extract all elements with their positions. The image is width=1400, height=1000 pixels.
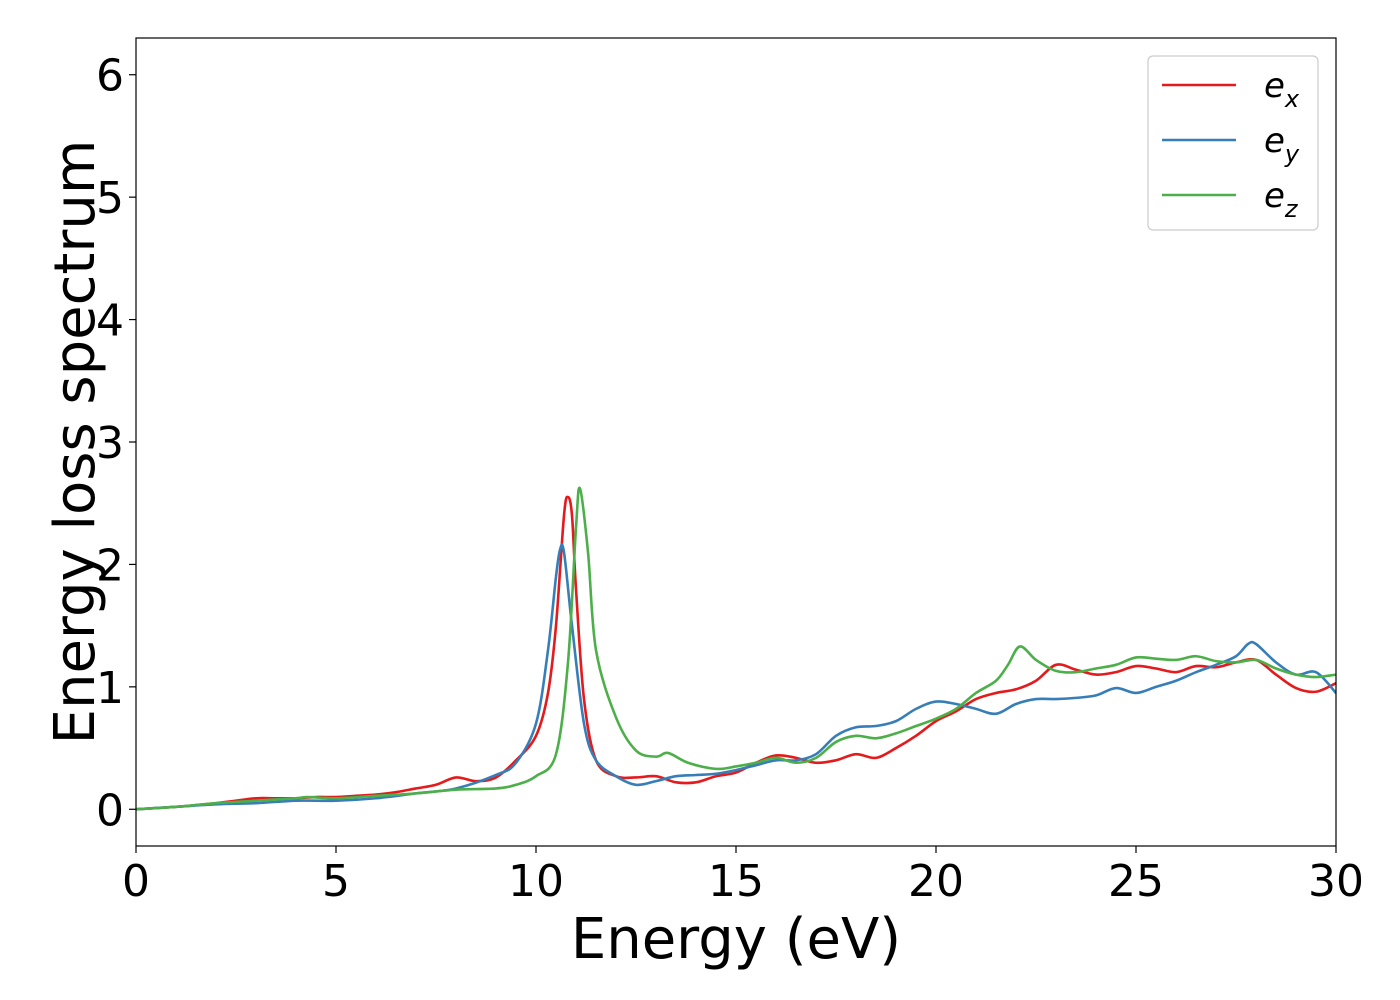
y-tick-label: 0 [96, 785, 124, 836]
x-tick-label: 0 [122, 856, 150, 907]
legend-label-x: ex [1264, 66, 1300, 113]
series-line-x [136, 495, 1336, 811]
legend-box [1147, 55, 1319, 231]
x-axis: 0 5 10 15 20 25 30 [122, 846, 1364, 907]
legend-label-subscript: y [1284, 140, 1300, 168]
x-tick-label: 5 [322, 856, 350, 907]
legend-label-base: e [1264, 121, 1285, 161]
y-tick-label: 6 [96, 51, 124, 102]
x-tick-label: 10 [508, 856, 564, 907]
y-axis-label: Energy loss spectrum [43, 140, 108, 745]
series-layer [136, 486, 1336, 811]
legend-label-subscript: z [1284, 195, 1299, 223]
x-tick-label: 20 [908, 856, 964, 907]
y-tick-label: 5 [96, 173, 124, 224]
legend-label-base: e [1264, 66, 1285, 106]
x-tick-label: 25 [1108, 856, 1164, 907]
y-tick-label: 4 [96, 296, 124, 347]
x-axis-label: Energy (eV) [571, 907, 901, 972]
legend-label-base: e [1264, 176, 1285, 216]
y-tick-label: 1 [96, 663, 124, 714]
y-tick-label: 3 [96, 418, 124, 469]
x-tick-label: 15 [708, 856, 764, 907]
legend-label-z: ez [1264, 176, 1299, 223]
x-tick-label: 30 [1308, 856, 1364, 907]
series-line-y [136, 543, 1336, 811]
series-line-z [136, 486, 1336, 811]
y-tick-label: 2 [96, 540, 124, 591]
y-axis: 0 1 2 3 4 5 6 [96, 51, 136, 836]
legend-label-y: ey [1264, 121, 1300, 168]
legend-label-subscript: x [1284, 85, 1300, 113]
